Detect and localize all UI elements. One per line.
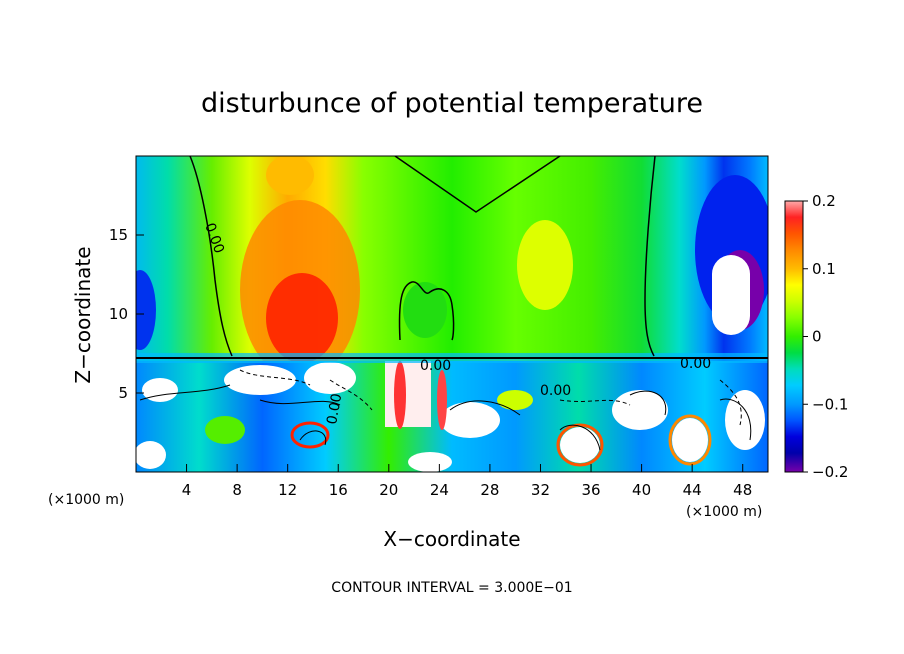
contour-zero-top-v bbox=[394, 156, 561, 213]
x-tick-label: 8 bbox=[232, 481, 242, 499]
x-tick-label: 44 bbox=[683, 481, 702, 499]
x-tick-label: 40 bbox=[632, 481, 651, 499]
colorbar-tick-label: 0 bbox=[812, 328, 822, 346]
contour-eddies bbox=[139, 384, 752, 451]
green-eddy-1 bbox=[205, 416, 245, 444]
contour-label: 0.00 bbox=[324, 392, 345, 425]
white-eddy-10 bbox=[408, 452, 452, 472]
x-tick-label: 48 bbox=[733, 481, 752, 499]
cold-core-white bbox=[712, 255, 750, 335]
warm-core-red bbox=[266, 273, 338, 363]
contour-interval: CONTOUR INTERVAL = 3.000E−01 bbox=[331, 580, 572, 596]
white-eddy-8 bbox=[725, 390, 765, 450]
contour-zero-left bbox=[189, 156, 233, 357]
y-axis-ticks: 5 10 15 bbox=[109, 226, 144, 402]
y-tick-label: 15 bbox=[109, 226, 128, 244]
green-eddy-2 bbox=[497, 390, 533, 410]
x-tick-label: 36 bbox=[581, 481, 600, 499]
x-tick-label: 32 bbox=[531, 481, 550, 499]
colorbar-tick-label: 0.1 bbox=[812, 260, 836, 278]
x-tick-label: 20 bbox=[379, 481, 398, 499]
contour-zero-right bbox=[644, 156, 656, 357]
white-eddy-3 bbox=[304, 362, 356, 394]
colorbar-tick-label: −0.1 bbox=[812, 395, 848, 413]
x-tick-label: 12 bbox=[278, 481, 297, 499]
plot-area: 0.00 0.00 0.00 0.00 0.00 bbox=[136, 156, 768, 472]
field-upper-background bbox=[136, 156, 768, 361]
left-edge-blue bbox=[136, 270, 156, 350]
colorbar-tick-label: −0.2 bbox=[812, 463, 848, 481]
red-ring bbox=[290, 421, 330, 449]
white-plume bbox=[385, 361, 431, 427]
colorbar-tick-label: 0.2 bbox=[812, 192, 836, 210]
contour-label: 0.00 bbox=[420, 358, 451, 374]
white-eddy-9 bbox=[136, 441, 166, 469]
contour-label: 0.00 bbox=[680, 356, 711, 372]
green-dome bbox=[403, 282, 447, 338]
y-axis-label: Z−coordinate bbox=[71, 246, 95, 383]
x-tick-label: 28 bbox=[480, 481, 499, 499]
x-tick-label: 16 bbox=[329, 481, 348, 499]
colorbar-ticks: 0.2 0.1 0 −0.1 −0.2 bbox=[803, 192, 848, 481]
y-unit-label: (×1000 m) bbox=[686, 504, 762, 520]
red-streak-2 bbox=[437, 370, 447, 430]
colorbar bbox=[784, 200, 804, 473]
white-eddy-5 bbox=[612, 390, 668, 430]
red-streak-1 bbox=[394, 361, 406, 429]
x-axis-ticks: 4 8 12 16 20 24 28 32 36 40 44 48 bbox=[182, 464, 752, 499]
white-eddy-1 bbox=[142, 378, 178, 402]
warm-top-yellow bbox=[266, 156, 314, 195]
x-axis-label: X−coordinate bbox=[383, 527, 520, 551]
contour-dashed bbox=[239, 369, 742, 426]
y-tick-label: 5 bbox=[118, 384, 128, 402]
white-eddy-2 bbox=[224, 365, 296, 395]
contour-label: 0.00 bbox=[540, 383, 571, 399]
red-ring-3 bbox=[668, 414, 712, 466]
yellow-patch-right bbox=[517, 220, 573, 310]
white-eddy-6 bbox=[672, 418, 708, 462]
white-eddy-7 bbox=[560, 427, 600, 463]
red-ring-2 bbox=[556, 423, 604, 467]
x-tick-label: 24 bbox=[430, 481, 449, 499]
y-tick-label: 10 bbox=[109, 305, 128, 323]
white-eddy-4 bbox=[440, 402, 500, 438]
chart-title: disturbunce of potential temperature bbox=[201, 88, 703, 119]
x-unit-label: (×1000 m) bbox=[48, 492, 124, 508]
contour-zero-dome bbox=[398, 281, 455, 341]
x-tick-label: 4 bbox=[182, 481, 192, 499]
